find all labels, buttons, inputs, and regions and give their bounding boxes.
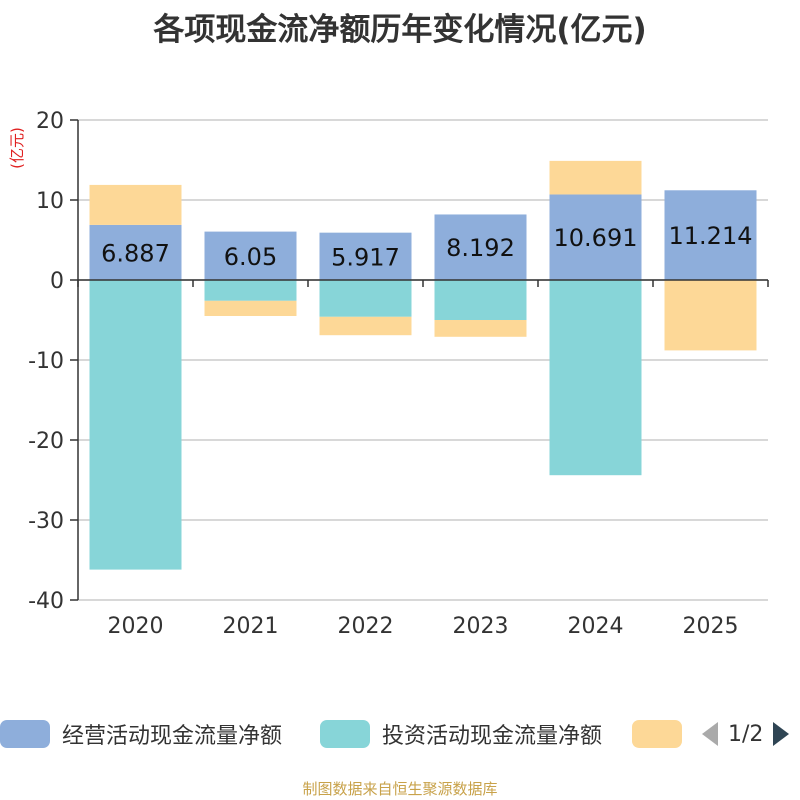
legend-label-investing: 投资活动现金流量净额 (382, 724, 603, 749)
x-tick-label: 2021 (223, 614, 279, 639)
legend-item-investing[interactable]: 投资活动现金流量净额 (320, 716, 602, 752)
bar-operating[interactable] (664, 190, 757, 280)
data-label: 5.917 (331, 243, 400, 271)
x-tick-label: 2022 (338, 614, 394, 639)
bar-investing[interactable] (319, 280, 412, 317)
bar-financing[interactable] (89, 184, 182, 225)
legend-swatch-financing (632, 720, 682, 748)
legend-item-financing[interactable] (632, 716, 694, 752)
bar-investing[interactable] (434, 280, 527, 320)
data-label: 6.05 (224, 243, 277, 271)
data-label: 6.887 (101, 239, 170, 267)
bar-operating[interactable] (89, 224, 182, 280)
data-source-footer: 制图数据来自恒生聚源数据库 (302, 780, 498, 798)
chart-title: 各项现金流净额历年变化情况(亿元) (153, 12, 647, 48)
bar-marks (89, 160, 757, 570)
bar-operating[interactable] (549, 194, 642, 280)
bar-investing[interactable] (204, 280, 297, 301)
bar-operating[interactable] (319, 232, 412, 280)
y-tick-label: -30 (28, 509, 64, 534)
y-axis-label: (亿元) (8, 127, 26, 169)
data-label: 8.192 (446, 234, 515, 262)
x-tick-label: 2020 (108, 614, 164, 639)
bar-investing[interactable] (549, 280, 642, 476)
bar-operating[interactable] (434, 214, 527, 280)
y-tick-label: 20 (36, 109, 64, 134)
grid-lines (78, 119, 768, 601)
legend-page-indicator: 1/2 (728, 721, 764, 747)
data-labels: 6.887 6.05 5.917 8.192 10.691 11.214 (101, 222, 752, 271)
legend-pager: 1/2 (700, 716, 791, 752)
legend-swatch-operating (0, 720, 50, 748)
y-tick-label: 0 (50, 269, 64, 294)
x-tick-label: 2024 (568, 614, 624, 639)
x-tick-label: 2025 (683, 614, 739, 639)
legend-label-operating: 经营活动现金流量净额 (62, 724, 283, 749)
bar-investing[interactable] (89, 280, 182, 570)
bar-operating[interactable] (204, 231, 297, 280)
bar-financing[interactable] (664, 280, 757, 351)
next-page-icon[interactable] (771, 720, 791, 748)
bar-financing[interactable] (549, 160, 642, 195)
bar-financing[interactable] (434, 320, 527, 337)
data-label: 11.214 (669, 222, 753, 250)
legend: 经营活动现金流量净额 投资活动现金流量净额 1/2 (0, 716, 800, 756)
data-label: 10.691 (554, 224, 638, 252)
legend-swatch-investing (320, 720, 370, 748)
y-tick-label: -40 (28, 589, 64, 614)
y-tick-label: -20 (28, 429, 64, 454)
y-tick-label: 10 (36, 189, 64, 214)
bar-financing[interactable] (319, 316, 412, 336)
legend-item-operating[interactable]: 经营活动现金流量净额 (0, 716, 282, 752)
x-tick-label: 2023 (453, 614, 509, 639)
y-tick-label: -10 (28, 349, 64, 374)
bar-financing[interactable] (204, 300, 297, 316)
prev-page-icon[interactable] (700, 720, 720, 748)
